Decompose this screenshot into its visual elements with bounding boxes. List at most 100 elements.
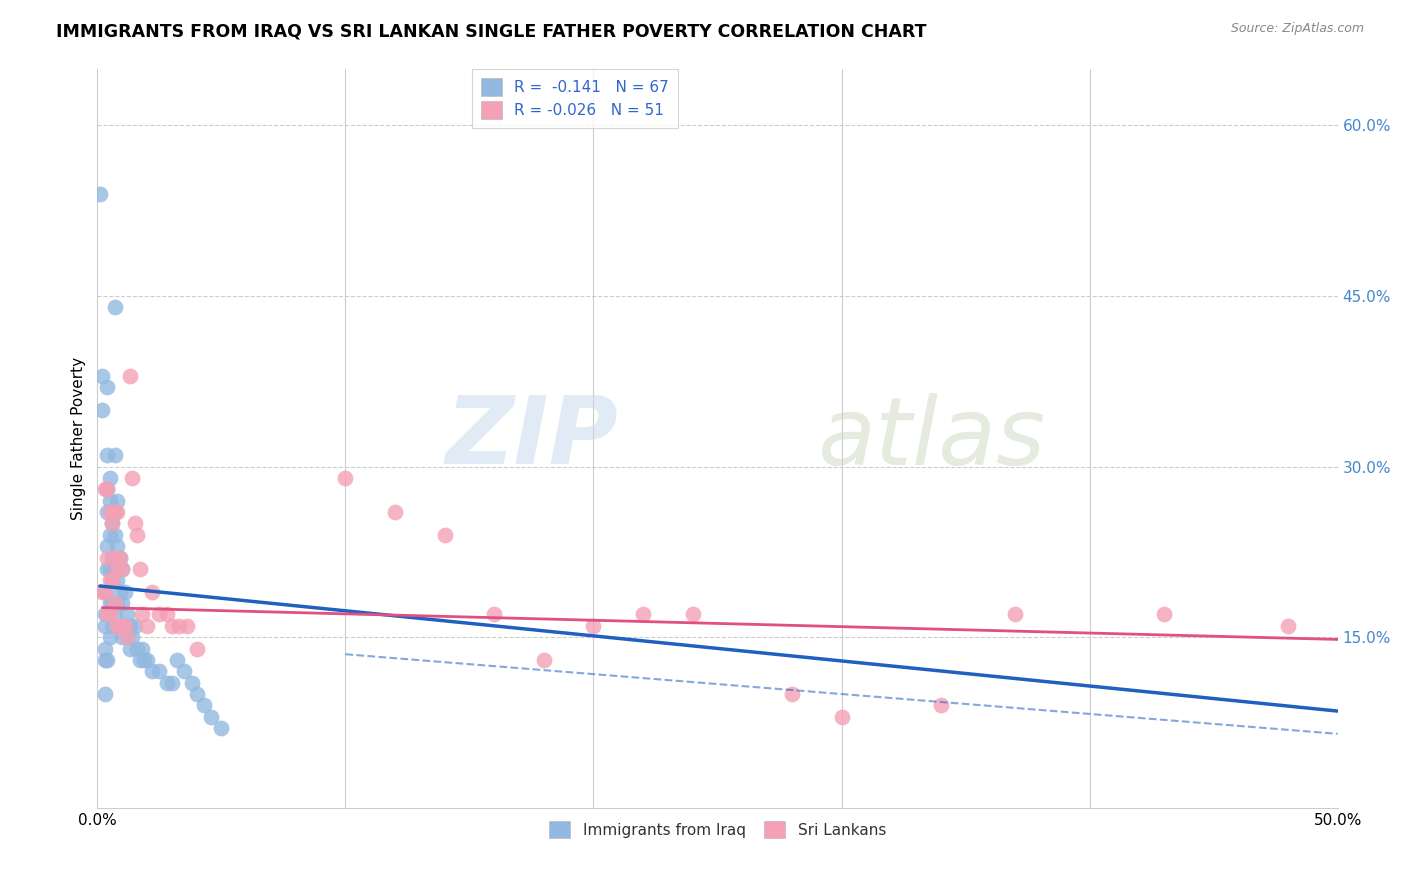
Point [114,619,136,633]
Point [91,368,114,383]
Point [484,607,506,622]
Point [108,619,131,633]
Point [533,653,555,667]
Point [96,539,118,553]
Point [156,607,179,622]
Legend: Immigrants from Iraq, Sri Lankans: Immigrants from Iraq, Sri Lankans [543,814,891,845]
Point [128,653,150,667]
Point [173,665,195,679]
Point [94,687,117,701]
Point [104,448,127,462]
Point [94,483,117,497]
Point [176,619,198,633]
Point [105,505,128,519]
Point [94,607,117,622]
Point [1153,607,1175,622]
Point [94,619,117,633]
Point [96,505,118,519]
Y-axis label: Single Father Poverty: Single Father Poverty [72,357,86,520]
Point [101,574,124,588]
Point [118,619,141,633]
Point [111,630,134,644]
Point [101,516,124,531]
Point [96,550,118,565]
Point [141,584,163,599]
Point [104,562,127,576]
Point [94,584,117,599]
Point [91,402,114,417]
Point [929,698,952,713]
Point [1004,607,1026,622]
Point [121,630,143,644]
Point [105,596,128,610]
Point [104,528,127,542]
Point [115,607,138,622]
Point [98,630,121,644]
Point [98,574,121,588]
Point [104,596,127,610]
Point [96,380,118,394]
Point [98,596,121,610]
Point [98,505,121,519]
Point [115,630,138,644]
Point [118,641,141,656]
Point [160,675,183,690]
Point [104,550,127,565]
Point [166,653,188,667]
Point [91,584,114,599]
Text: Source: ZipAtlas.com: Source: ZipAtlas.com [1230,22,1364,36]
Point [98,493,121,508]
Point [105,493,128,508]
Point [125,641,148,656]
Point [384,505,406,519]
Point [115,630,138,644]
Point [582,619,605,633]
Point [104,607,127,622]
Point [209,721,232,735]
Point [200,710,222,724]
Point [121,471,143,485]
Point [101,516,124,531]
Point [136,653,159,667]
Point [111,596,134,610]
Point [125,528,148,542]
Point [186,641,208,656]
Point [96,607,118,622]
Point [96,653,118,667]
Point [136,619,159,633]
Point [94,653,117,667]
Point [141,665,163,679]
Point [124,619,146,633]
Point [98,528,121,542]
Point [105,562,128,576]
Point [108,550,131,565]
Point [118,368,141,383]
Point [780,687,803,701]
Point [156,675,179,690]
Point [96,483,118,497]
Point [682,607,704,622]
Point [108,584,131,599]
Point [101,574,124,588]
Point [104,505,127,519]
Point [101,596,124,610]
Point [94,641,117,656]
Point [89,186,111,201]
Point [131,607,153,622]
Point [111,619,134,633]
Point [105,619,128,633]
Point [124,516,146,531]
Point [631,607,654,622]
Point [148,607,170,622]
Point [831,710,853,724]
Point [101,550,124,565]
Point [134,653,156,667]
Point [111,562,134,576]
Point [96,562,118,576]
Point [108,619,131,633]
Point [193,698,215,713]
Point [131,641,153,656]
Point [104,301,127,315]
Point [128,562,150,576]
Point [433,528,456,542]
